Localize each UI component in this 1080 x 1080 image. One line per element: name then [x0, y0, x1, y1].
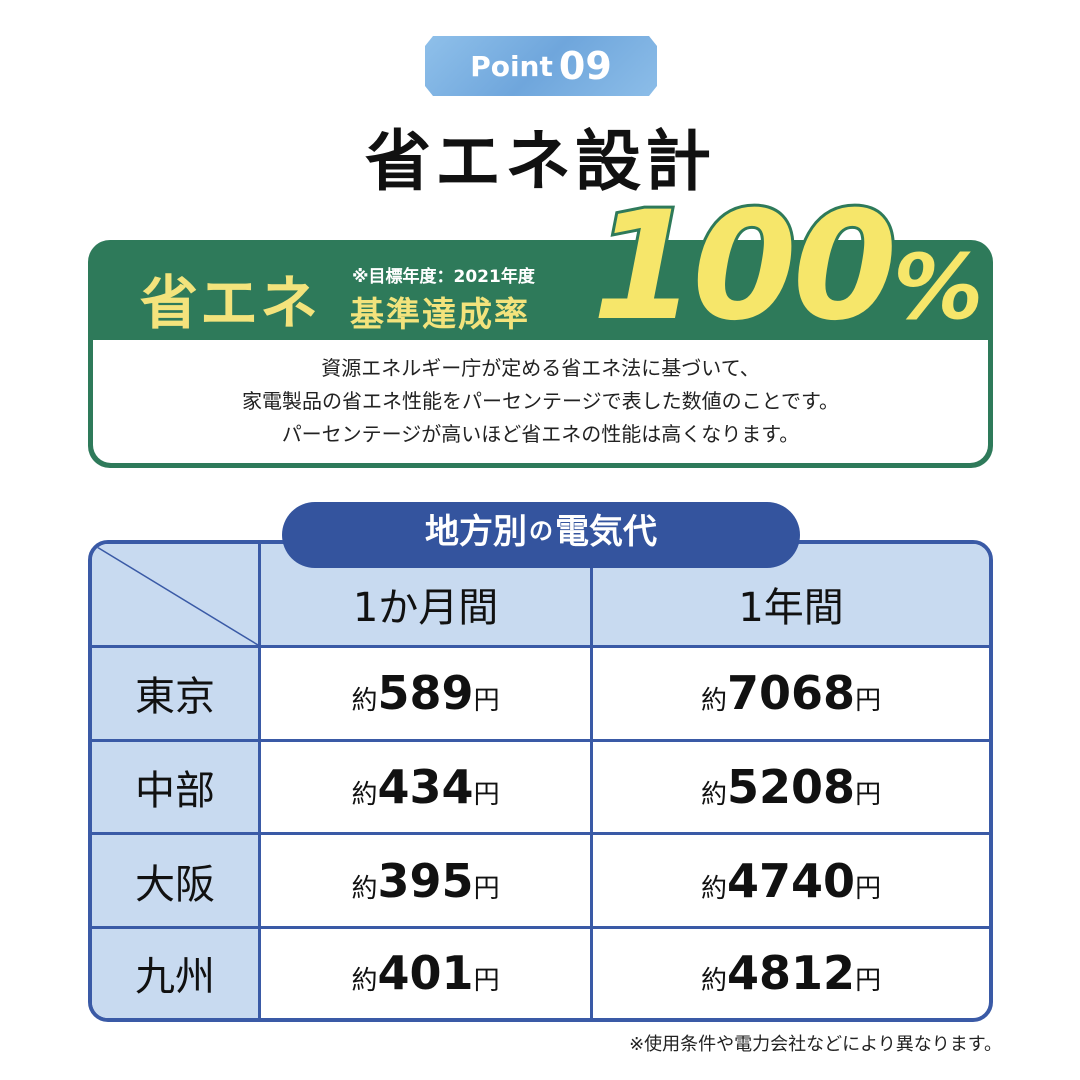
banner-label-main: 省エネ [140, 269, 321, 337]
point-label: Point [470, 49, 553, 83]
unit: 円 [855, 779, 882, 810]
amount: 395 [377, 853, 474, 908]
table-row: 東京 約589円 約7068円 [92, 648, 989, 742]
amount: 4740 [727, 853, 856, 908]
amount: 401 [377, 946, 474, 1001]
point-badge: Point 09 [425, 36, 657, 96]
region-cell: 東京 [92, 648, 261, 742]
rate-unit: % [890, 232, 986, 343]
rate-value: 100 [589, 177, 900, 357]
table-title: 地方別の電気代 [282, 502, 800, 568]
footnote: ※使用条件や電力会社などにより異なります。 [629, 1034, 1002, 1055]
unit: 円 [855, 966, 882, 997]
year-cost: 約7068円 [593, 648, 989, 742]
banner-label-sub: 基準達成率 [350, 295, 530, 335]
table-title-pre: 地方別 [425, 511, 527, 552]
year-cost: 約5208円 [593, 742, 989, 836]
amount: 4812 [727, 946, 856, 1001]
unit: 円 [473, 686, 500, 717]
unit: 円 [855, 873, 882, 904]
year-cost: 約4812円 [593, 929, 989, 1018]
prefix: 約 [701, 966, 728, 997]
month-cost: 約589円 [261, 648, 594, 742]
unit: 円 [855, 686, 882, 717]
month-cost: 約401円 [261, 928, 594, 1018]
energy-banner [88, 240, 993, 468]
amount: 7068 [727, 666, 856, 721]
achievement-rate: 100% [589, 177, 986, 357]
banner-body [93, 340, 988, 463]
amount: 5208 [727, 759, 856, 814]
region-cell: 九州 [92, 928, 261, 1018]
table-row: 大阪 約395円 約4740円 [92, 835, 989, 929]
prefix: 約 [351, 686, 378, 717]
prefix: 約 [701, 873, 728, 904]
table-row: 九州 約401円 約4812円 [92, 928, 989, 1018]
banner-description: 資源エネルギー庁が定める省エネ法に基づいて、 家電製品の省エネ性能をパーセンテー… [93, 352, 988, 451]
month-cost: 約395円 [261, 835, 594, 929]
amount: 589 [377, 666, 474, 721]
diagonal-line [92, 544, 258, 645]
unit: 円 [473, 966, 500, 997]
region-cell: 中部 [92, 741, 261, 836]
month-cost: 約434円 [261, 741, 594, 836]
description-line: パーセンテージが高いほど省エネの性能は高くなります。 [281, 422, 800, 446]
prefix: 約 [701, 686, 728, 717]
prefix: 約 [701, 779, 728, 810]
description-line: 家電製品の省エネ性能をパーセンテージで表した数値のことです。 [242, 389, 839, 413]
prefix: 約 [351, 966, 378, 997]
point-number: 09 [558, 44, 612, 88]
banner-note: ※目標年度：2021年度 [352, 267, 535, 287]
year-cost: 約4740円 [593, 835, 989, 929]
region-cell: 大阪 [92, 835, 261, 929]
prefix: 約 [351, 873, 378, 904]
description-line: 資源エネルギー庁が定める省エネ法に基づいて、 [321, 356, 760, 380]
page-title: 省エネ設計 [365, 123, 715, 200]
amount: 434 [377, 759, 474, 814]
table-row: 中部 約434円 約5208円 [92, 741, 989, 836]
table-title-post: 電気代 [555, 511, 657, 552]
prefix: 約 [351, 779, 378, 810]
electricity-cost-table: 1か月間 1年間 東京 約589円 約7068円 中部 約434円 約5208円… [88, 540, 993, 1022]
table-title-no: の [529, 516, 553, 545]
corner-cell [92, 544, 261, 648]
unit: 円 [473, 779, 500, 810]
unit: 円 [473, 873, 500, 904]
